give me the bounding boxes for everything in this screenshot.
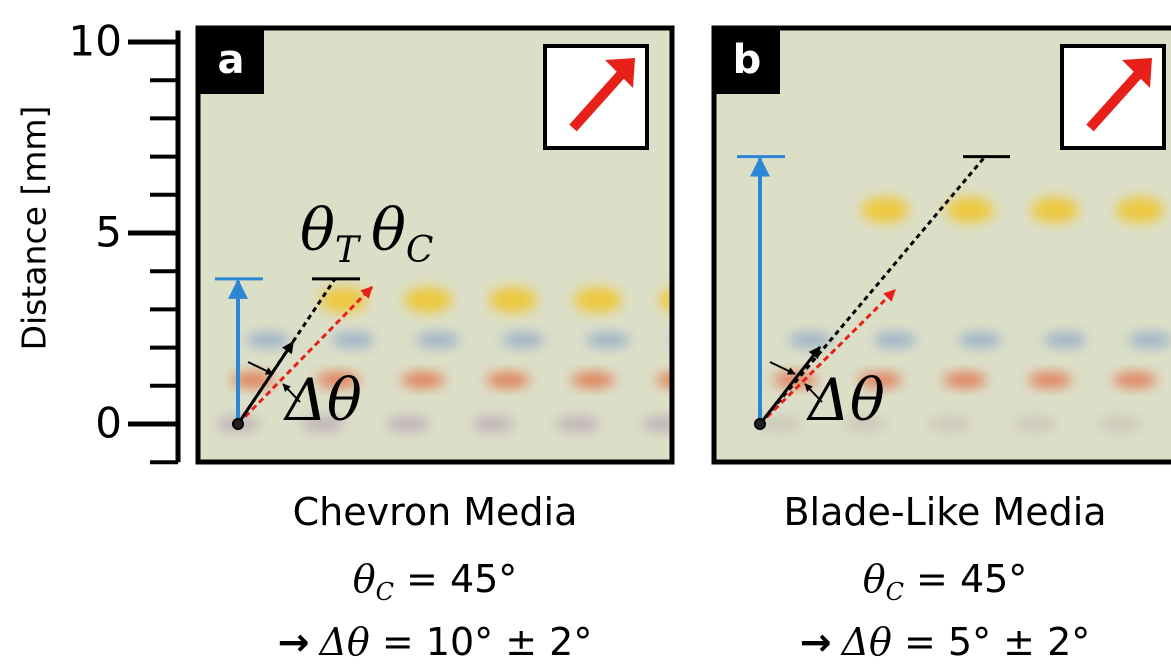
- dye-spot: [416, 332, 460, 348]
- dye-spot: [246, 332, 290, 348]
- dye-spot: [1028, 372, 1072, 388]
- arrow-symbol: →: [278, 620, 310, 664]
- caption-media: Chevron Media: [293, 490, 578, 534]
- axis: Distance [mm] 0 5 10: [15, 17, 179, 463]
- dye-spot: [1013, 416, 1057, 432]
- delta-rest: = 10° ± 2°: [370, 620, 593, 664]
- panel-label: a: [218, 37, 245, 83]
- dye-spot: [1116, 197, 1164, 223]
- delta-label: Δθ: [806, 366, 885, 434]
- angle-label-part: T: [335, 230, 362, 271]
- dye-spot: [486, 372, 530, 388]
- tick-label: 0: [95, 399, 122, 448]
- angle-label-part: C: [406, 230, 434, 271]
- dye-spot: [331, 332, 375, 348]
- dye-spot: [1128, 332, 1171, 348]
- dye-spot: [586, 332, 630, 348]
- dye-spot: [1031, 197, 1079, 223]
- dye-spot: [489, 287, 537, 313]
- figure: Distance [mm] 0510 aΔθθTθCChevron Mediaθ…: [0, 0, 1171, 665]
- angle-rest: = 45°: [394, 557, 517, 601]
- panel-label: b: [733, 37, 762, 83]
- dye-spot: [659, 287, 707, 313]
- dye-spot: [943, 372, 987, 388]
- dye-spot: [404, 287, 452, 313]
- angle-symbol: θ: [353, 557, 376, 601]
- dye-spot: [401, 372, 445, 388]
- dye-spot: [671, 332, 715, 348]
- caption-delta: →Δθ = 10° ± 2°: [278, 620, 593, 664]
- dye-spot: [574, 287, 622, 313]
- dye-spot: [1043, 332, 1087, 348]
- tick-label: 10: [69, 17, 122, 66]
- angle-label-part: θ: [300, 196, 335, 264]
- dye-spot: [471, 416, 515, 432]
- dye-spot: [861, 197, 909, 223]
- caption-angle: θC = 45°: [863, 557, 1028, 606]
- tick-label: 5: [95, 208, 122, 257]
- dye-spot: [556, 416, 600, 432]
- caption-media: Blade-Like Media: [783, 490, 1106, 534]
- angle-rest: = 45°: [904, 557, 1027, 601]
- dye-spot: [641, 416, 685, 432]
- angle-symbol: θ: [863, 557, 886, 601]
- axis-label: Distance [mm]: [15, 106, 54, 351]
- dye-spot: [1113, 372, 1157, 388]
- angle-label-part: θ: [371, 196, 406, 264]
- dye-spot: [958, 332, 1002, 348]
- origin: [233, 419, 243, 429]
- dye-spot: [946, 197, 994, 223]
- delta-symbol: Δθ: [840, 620, 892, 664]
- dye-spot: [656, 372, 700, 388]
- origin: [755, 419, 765, 429]
- delta-label: Δθ: [283, 366, 362, 434]
- arrow-symbol: →: [800, 620, 832, 664]
- delta-symbol: Δθ: [317, 620, 369, 664]
- dye-spot: [928, 416, 972, 432]
- dye-spot: [501, 332, 545, 348]
- angle-sub: C: [886, 578, 904, 606]
- dye-spot: [873, 332, 917, 348]
- angle-sub: C: [376, 578, 394, 606]
- dye-spot: [571, 372, 615, 388]
- dye-spot: [1098, 416, 1142, 432]
- caption-angle: θC = 45°: [353, 557, 518, 606]
- dye-spot: [386, 416, 430, 432]
- caption-delta: →Δθ = 5° ± 2°: [800, 620, 1091, 664]
- delta-rest: = 5° ± 2°: [892, 620, 1090, 664]
